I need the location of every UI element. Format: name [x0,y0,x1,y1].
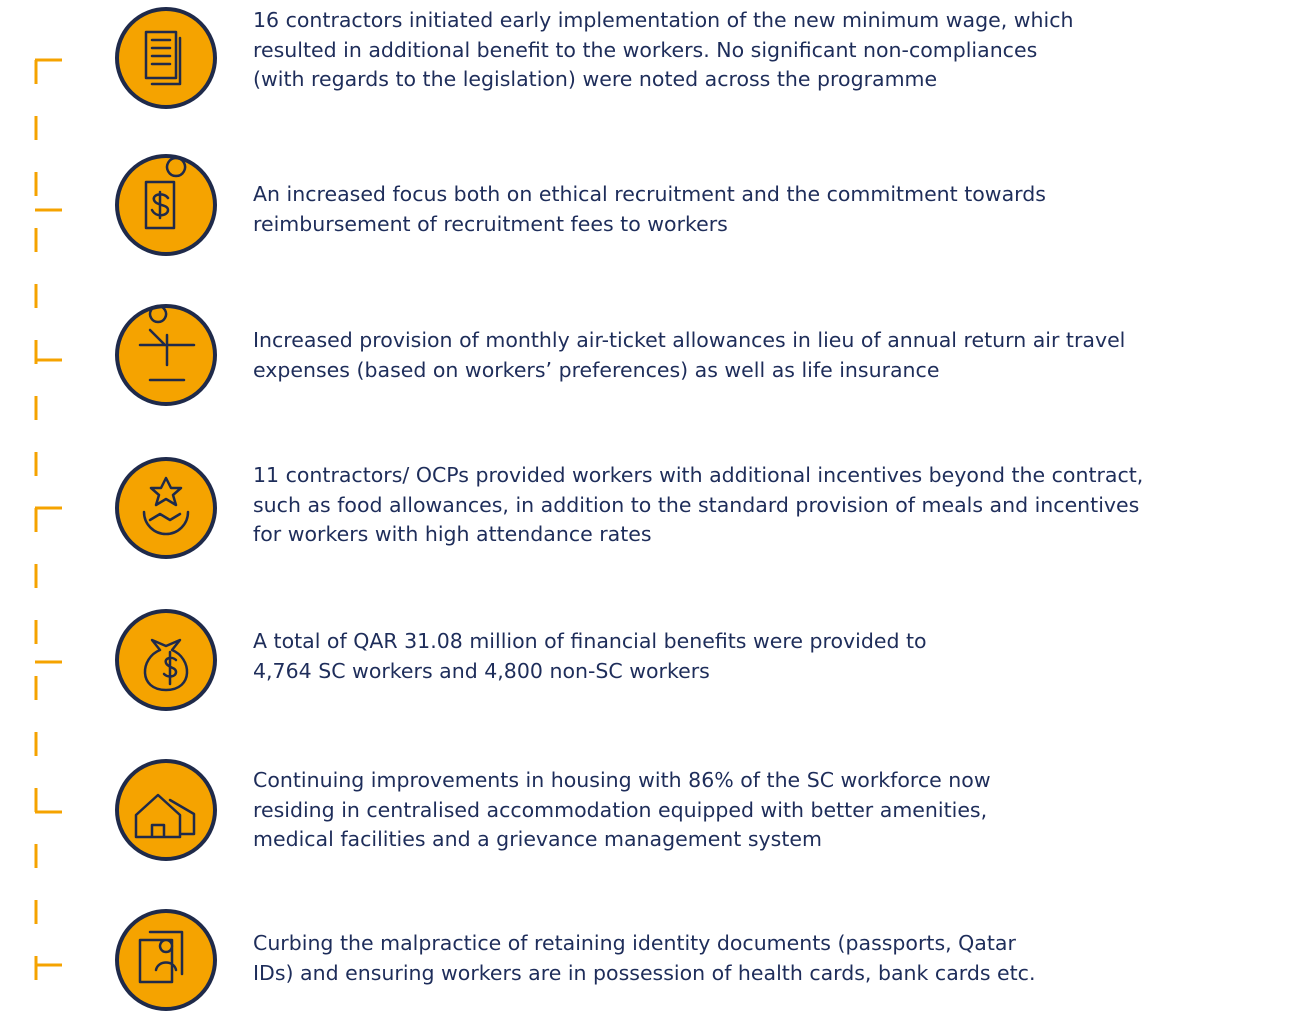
text-line: A total of QAR 31.08 million of financia… [253,629,927,653]
icon-glyph [144,156,187,230]
text-line: such as food allowances, in addition to … [253,492,1140,517]
item-text: A total of QAR 31.08 million of financia… [253,627,927,686]
text-line: IDs) and ensuring workers are in possess… [253,960,1036,985]
item-text: Increased provision of monthly air-ticke… [253,326,1125,385]
text-line: residing in centralised accommodation eq… [253,797,988,822]
icon-circle [115,154,217,256]
item-text: Curbing the malpractice of retaining ide… [253,929,1035,988]
icon-glyph [138,930,184,984]
icons [115,7,217,1011]
icon-glyph [142,476,190,536]
icon-circle [115,909,217,1011]
item-text: 11 contractors/ OCPs provided workers wi… [253,461,1143,550]
timeline-bracket [34,58,62,980]
text-line: (with regards to the legislation) were n… [253,67,938,91]
icon-circle [115,759,217,861]
text-line: medical facilities and a grievance manag… [253,827,822,851]
text-line: Continuing improvements in housing with … [253,768,991,792]
icon-circle [115,7,217,109]
item-text: 16 contractors initiated early implement… [253,6,1074,95]
text-line: resulted in additional benefit to the wo… [253,37,1038,62]
icon-circle [115,457,217,559]
icon-glyph [143,638,189,692]
text-line: 16 contractors initiated early implement… [253,8,1074,32]
text-line: for workers with high attendance rates [253,522,652,546]
text-line: 4,764 SC workers and 4,800 non-SC worker… [253,658,710,683]
icon-glyph [134,793,196,839]
text-line: An increased focus both on ethical recru… [253,182,1046,206]
icon-glyph [138,304,196,382]
icon-glyph [144,30,182,86]
text-line: reimbursement of recruitment fees to wor… [253,211,728,236]
item-text: Continuing improvements in housing with … [253,766,991,855]
text-line: expenses (based on workers’ preferences)… [253,357,940,382]
item-text: An increased focus both on ethical recru… [253,180,1046,239]
text-line: Increased provision of monthly air-ticke… [253,328,1126,352]
text-line: Curbing the malpractice of retaining ide… [253,931,1016,955]
text-line: 11 contractors/ OCPs provided workers wi… [253,463,1144,487]
